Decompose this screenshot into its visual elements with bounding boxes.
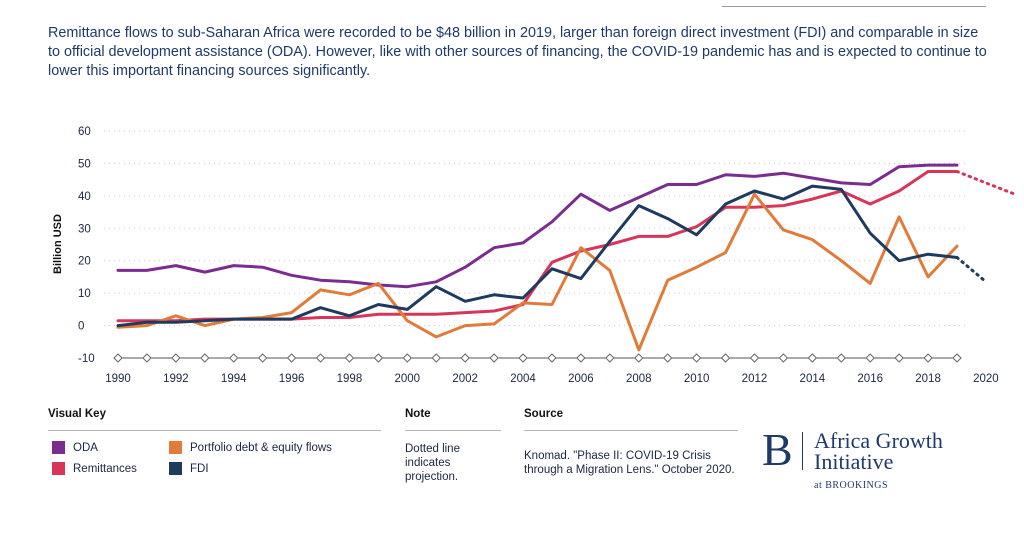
legend-swatch-fdi — [169, 462, 182, 475]
x-axis-marker — [865, 353, 875, 363]
legend-item-oda: ODA — [52, 441, 98, 454]
x-axis-marker — [171, 353, 181, 363]
x-axis-marker — [778, 353, 789, 363]
x-tick-label: 1996 — [279, 373, 305, 385]
logo-line2: Initiative — [814, 449, 894, 474]
x-axis-marker — [720, 353, 731, 363]
x-axis-marker — [894, 353, 904, 363]
x-axis-marker — [286, 353, 297, 363]
series-line-portfolio-debt-equity-flows — [116, 192, 959, 352]
x-axis-marker — [691, 353, 702, 363]
x-axis-marker — [518, 353, 528, 363]
logo-line1: Africa Growth — [814, 428, 943, 453]
x-axis-marker — [113, 353, 123, 363]
x-tick-label: 2010 — [684, 373, 710, 385]
x-tick-label: 2020 — [973, 373, 999, 385]
x-tick-label: 1998 — [337, 373, 363, 385]
x-tick-label: 1992 — [163, 373, 189, 385]
legend-swatch-portfolio — [169, 441, 182, 454]
legend-swatch-oda — [52, 441, 65, 454]
top-rule — [722, 6, 986, 7]
x-tick-label: 2018 — [915, 373, 941, 385]
y-axis-label: Billion USD — [52, 214, 64, 274]
x-tick-label: 2000 — [395, 373, 421, 385]
logo-line3: at BROOKINGS — [814, 480, 889, 491]
x-tick-label: 2008 — [626, 373, 652, 385]
series-line-oda — [116, 163, 959, 289]
series-line-remittances — [116, 170, 959, 323]
x-axis-marker — [547, 353, 557, 363]
x-axis-marker — [431, 353, 441, 363]
projection-line-remittances — [955, 170, 1017, 196]
x-axis-marker — [344, 353, 355, 363]
legend-label-portfolio: Portfolio debt & equity flows — [190, 441, 332, 454]
legend-label-remittances: Remittances — [73, 462, 137, 475]
x-tick-label: 2012 — [742, 373, 768, 385]
x-axis-marker — [460, 353, 470, 363]
legend-label-fdi: FDI — [190, 462, 209, 475]
x-tick-label: 2006 — [568, 373, 594, 385]
x-axis-marker — [229, 353, 239, 363]
x-axis-marker — [836, 353, 846, 363]
x-axis-marker — [257, 353, 268, 363]
logo-letter: B — [762, 424, 793, 475]
source-title: Source — [524, 408, 563, 420]
projection-line-fdi — [955, 256, 988, 284]
intro-paragraph: Remittance flows to sub-Saharan Africa w… — [48, 25, 987, 79]
visual-key-title: Visual Key — [48, 408, 106, 420]
y-tick-label: 20 — [78, 256, 91, 268]
x-tick-label: 2016 — [857, 373, 883, 385]
x-tick-label: 2004 — [510, 373, 536, 385]
x-tick-label: 2002 — [452, 373, 478, 385]
visual-key-rule — [48, 430, 381, 431]
x-axis-marker — [576, 353, 586, 363]
x-axis-marker — [662, 353, 673, 363]
y-tick-label: 60 — [78, 126, 91, 138]
y-tick-label: 0 — [78, 321, 84, 333]
x-tick-label: 1994 — [221, 373, 247, 385]
y-tick-label: -10 — [78, 353, 95, 365]
note-title: Note — [405, 408, 431, 420]
x-axis-marker — [807, 353, 818, 363]
legend-item-remittances: Remittances — [52, 462, 137, 475]
series-line-fdi — [116, 184, 959, 328]
y-tick-label: 30 — [78, 223, 91, 235]
x-axis-marker — [749, 353, 760, 363]
x-axis-marker — [634, 353, 644, 363]
x-axis-marker — [605, 353, 615, 363]
x-axis-marker — [373, 353, 384, 363]
note-text: Dotted line indicates projection. — [405, 443, 460, 483]
x-tick-label: 2014 — [800, 373, 826, 385]
brookings-logo: B Africa Growth Initiative at BROOKINGS — [762, 426, 992, 496]
x-axis-marker — [952, 353, 962, 363]
x-axis-marker — [489, 353, 499, 363]
line-chart: -10 0 10 20 30 40 50 60 Billion USD 1990 1992 1994 1… — [52, 126, 1017, 385]
logo-divider — [802, 432, 803, 470]
legend-item-portfolio: Portfolio debt & equity flows — [169, 441, 332, 454]
source-rule — [524, 430, 738, 431]
legend-label-oda: ODA — [73, 441, 98, 454]
x-axis-marker — [402, 353, 413, 363]
legend-item-fdi: FDI — [169, 462, 209, 475]
source-text: Knomad. "Phase II: COVID-19 Crisis throu… — [524, 450, 735, 476]
y-tick-label: 10 — [78, 288, 91, 300]
x-axis-marker — [315, 353, 326, 363]
x-axis-marker — [142, 353, 152, 363]
note-rule — [405, 430, 501, 431]
x-axis-marker — [200, 353, 210, 363]
y-tick-label: 50 — [78, 158, 91, 170]
x-tick-label: 1990 — [105, 373, 131, 385]
x-axis-marker — [923, 353, 933, 363]
legend-swatch-remittances — [52, 462, 65, 475]
y-tick-label: 40 — [78, 191, 91, 203]
